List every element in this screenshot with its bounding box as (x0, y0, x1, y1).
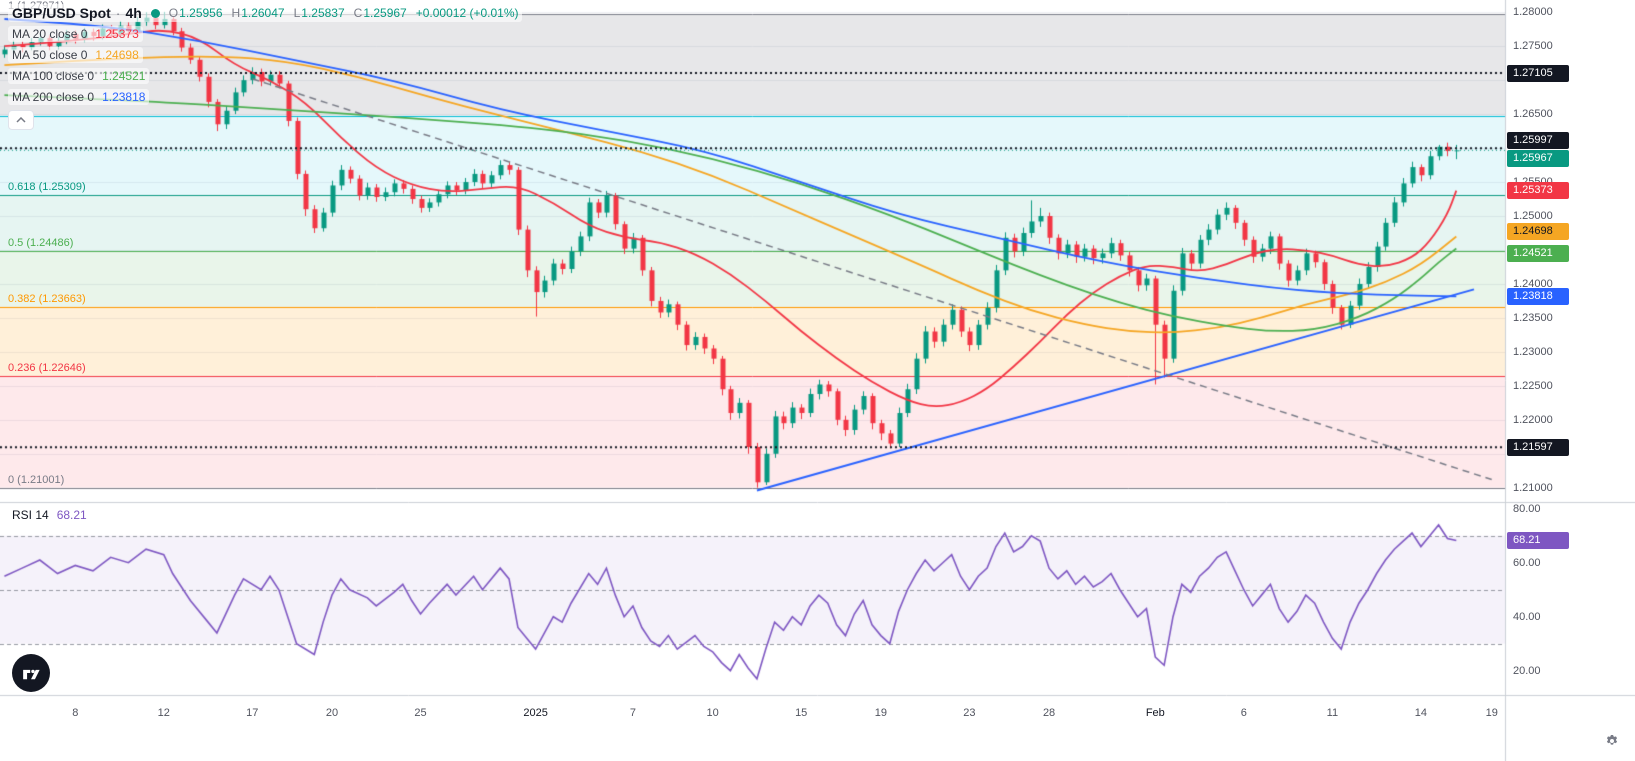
tradingview-logo[interactable] (12, 654, 50, 692)
legend-collapse-button[interactable] (8, 110, 34, 130)
open-value: 1.25956 (179, 6, 223, 20)
rsi-value: 68.21 (56, 508, 87, 522)
ma-legend-row[interactable]: MA 20 close 0 1.25373 (8, 26, 143, 42)
change-value: +0.00012 (+0.01%) (415, 6, 519, 20)
ma-legend-label: MA 100 close 0 (12, 69, 95, 83)
close-label: C (353, 6, 363, 20)
ma-legend-label: MA 50 close 0 (12, 48, 88, 62)
high-value: 1.26047 (241, 6, 285, 20)
ma-legend-row[interactable]: MA 200 close 0 1.23818 (8, 89, 150, 105)
ma-legend-value: 1.24521 (102, 69, 146, 83)
low-label: L (293, 6, 301, 20)
market-status-icon (150, 8, 160, 18)
close-value: 1.25967 (363, 6, 407, 20)
chevron-up-icon (16, 117, 26, 123)
title-separator: · (115, 5, 121, 21)
rsi-label: RSI 14 (12, 508, 49, 522)
ma-legend-value: 1.25373 (95, 27, 139, 41)
ma-legend-row[interactable]: MA 100 close 0 1.24521 (8, 68, 150, 84)
symbol-title: GBP/USD Spot (12, 5, 111, 21)
symbol-legend-row[interactable]: GBP/USD Spot · 4h O1.25956 H1.26047 L1.2… (8, 4, 523, 22)
settings-icon[interactable] (1604, 733, 1622, 751)
ohlc-readout: O1.25956 H1.26047 L1.25837 C1.25967 +0.0… (169, 6, 519, 20)
ma-legend-label: MA 200 close 0 (12, 90, 95, 104)
chart-legend: GBP/USD Spot · 4h O1.25956 H1.26047 L1.2… (8, 4, 523, 130)
rsi-legend-row[interactable]: RSI 14 68.21 (8, 507, 91, 523)
low-value: 1.25837 (301, 6, 345, 20)
ma-legend-label: MA 20 close 0 (12, 27, 88, 41)
high-label: H (231, 6, 241, 20)
ma-legend-value: 1.24698 (95, 48, 139, 62)
tradingview-logo-icon (20, 662, 42, 684)
interval-label[interactable]: 4h (125, 5, 142, 21)
ma-legend-row[interactable]: MA 50 close 0 1.24698 (8, 47, 143, 63)
ma-legend-rows: MA 20 close 0 1.25373 MA 50 close 0 1.24698… (8, 26, 522, 105)
open-label: O (168, 6, 179, 20)
ma-legend-value: 1.23818 (102, 90, 146, 104)
